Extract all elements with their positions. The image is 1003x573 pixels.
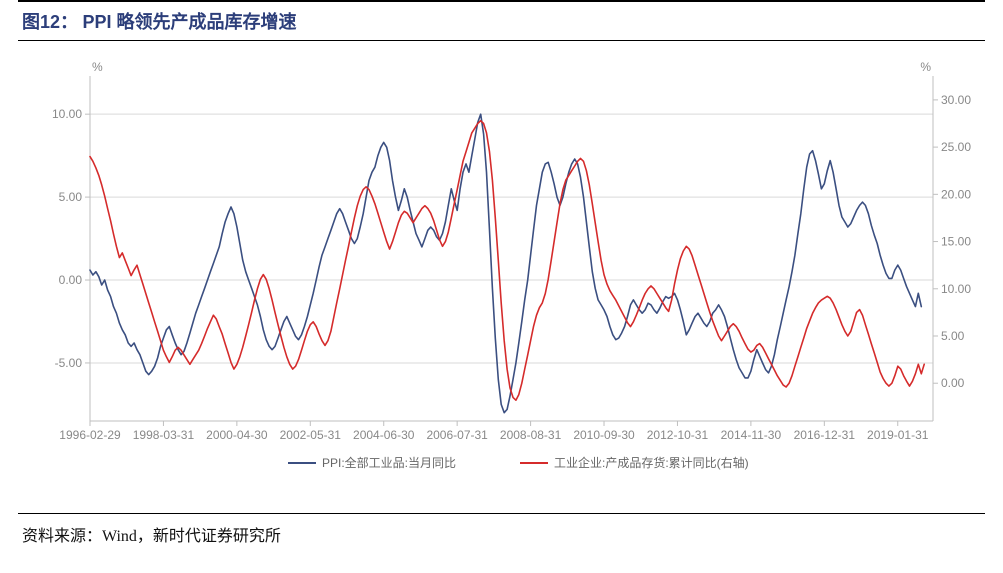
- svg-text:%: %: [920, 60, 931, 74]
- svg-text:2016-12-31: 2016-12-31: [794, 428, 856, 442]
- svg-text:2008-08-31: 2008-08-31: [500, 428, 562, 442]
- svg-text:10.00: 10.00: [941, 282, 971, 296]
- source-text: 资料来源：Wind，新时代证券研究所: [22, 528, 281, 545]
- title-bar: 图12： PPI 略领先产成品库存增速: [18, 0, 985, 41]
- line-chart: -5.00 0.00 5.00 10.00 0.00 5.00 10.00 15.00 20.0…: [18, 51, 978, 496]
- figure-container: 图12： PPI 略领先产成品库存增速 -5.00 0.00 5.00 10.00 0.…: [18, 0, 985, 546]
- series-line: [90, 114, 921, 413]
- figure-title: PPI 略领先产成品库存增速: [82, 12, 296, 32]
- svg-text:5.00: 5.00: [59, 190, 83, 204]
- legend-label: PPI:全部工业品:当月同比: [322, 455, 456, 470]
- svg-text:%: %: [92, 60, 103, 74]
- source-bar: 资料来源：Wind，新时代证券研究所: [18, 513, 985, 546]
- svg-text:2019-01-31: 2019-01-31: [867, 428, 929, 442]
- svg-text:20.00: 20.00: [941, 187, 971, 201]
- svg-text:-5.00: -5.00: [55, 356, 83, 370]
- svg-text:0.00: 0.00: [941, 376, 965, 390]
- svg-text:2004-06-30: 2004-06-30: [353, 428, 415, 442]
- svg-text:25.00: 25.00: [941, 140, 971, 154]
- svg-text:2000-04-30: 2000-04-30: [206, 428, 268, 442]
- svg-text:30.00: 30.00: [941, 93, 971, 107]
- svg-text:2006-07-31: 2006-07-31: [426, 428, 488, 442]
- figure-label: 图12：: [22, 12, 78, 32]
- svg-text:0.00: 0.00: [59, 273, 83, 287]
- svg-text:10.00: 10.00: [52, 107, 82, 121]
- svg-text:15.00: 15.00: [941, 235, 971, 249]
- svg-text:2014-11-30: 2014-11-30: [721, 428, 782, 442]
- svg-text:1996-02-29: 1996-02-29: [59, 428, 121, 442]
- svg-text:2012-10-31: 2012-10-31: [647, 428, 709, 442]
- legend-label: 工业企业:产成品存货:累计同比(右轴): [554, 455, 749, 470]
- svg-text:2002-05-31: 2002-05-31: [280, 428, 342, 442]
- svg-text:2010-09-30: 2010-09-30: [573, 428, 635, 442]
- svg-text:1998-03-31: 1998-03-31: [133, 428, 195, 442]
- chart-area: -5.00 0.00 5.00 10.00 0.00 5.00 10.00 15.00 20.0…: [18, 51, 985, 511]
- svg-text:5.00: 5.00: [941, 329, 965, 343]
